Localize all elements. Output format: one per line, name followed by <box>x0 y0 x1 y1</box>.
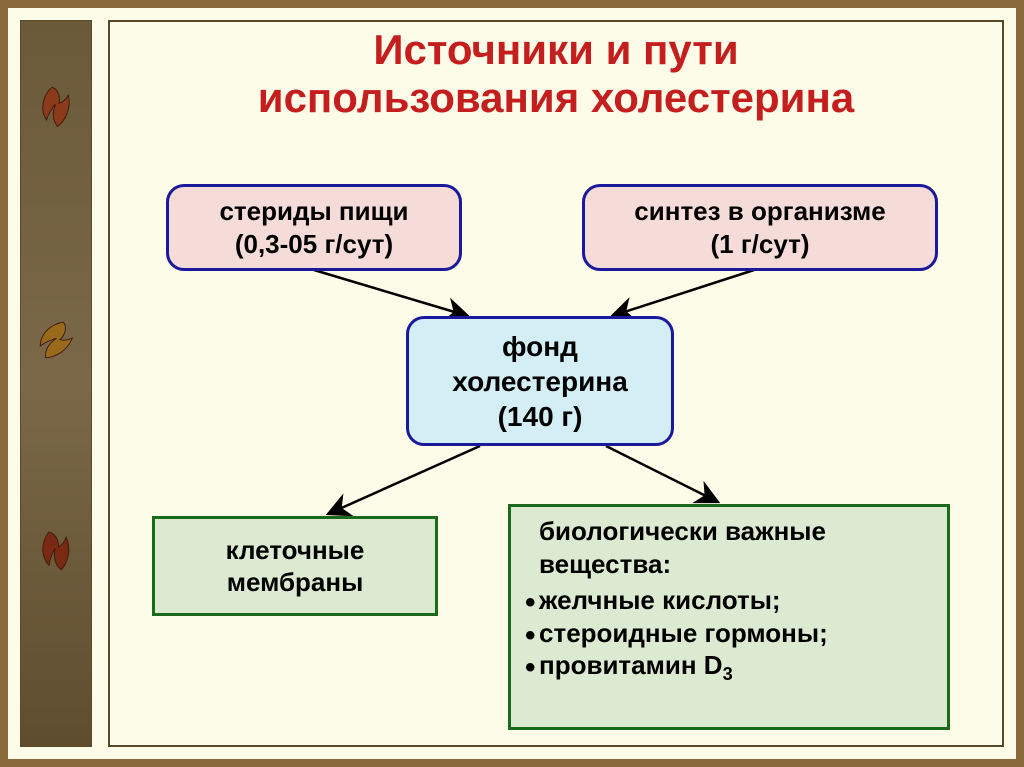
memb-line1: клеточные <box>226 535 365 565</box>
flowchart: стериды пищи (0,3-05 г/сут) синтез в орг… <box>114 176 998 741</box>
content-area: Источники и пути использования холестери… <box>114 26 998 741</box>
title-line2: использования холестерина <box>258 74 854 121</box>
flow-arrow <box>314 270 468 316</box>
synth-line1: синтез в организме <box>634 196 885 226</box>
bio-item: стероидные гормоны; <box>525 617 933 650</box>
node-cholesterol-pool: фонд холестерина (140 г) <box>406 316 674 446</box>
flow-arrow <box>328 446 480 514</box>
pool-line3: (140 г) <box>498 401 583 432</box>
bio-item-list: желчные кислоты;стероидные гормоны;прови… <box>525 584 933 686</box>
food-line2: (0,3-05 г/сут) <box>235 229 393 259</box>
pool-line1: фонд <box>502 331 578 362</box>
flow-arrow <box>612 270 754 316</box>
bio-item: провитамин D3 <box>525 649 933 686</box>
food-line1: стериды пищи <box>219 196 408 226</box>
pool-line2: холестерина <box>452 366 628 397</box>
node-synthesis: синтез в организме (1 г/сут) <box>582 184 938 271</box>
node-membranes: клеточные мембраны <box>152 516 438 616</box>
outer-border: Источники и пути использования холестери… <box>0 0 1024 767</box>
page-frame: Источники и пути использования холестери… <box>6 6 1018 761</box>
bio-item: желчные кислоты; <box>525 584 933 617</box>
bio-header: биологически важные вещества: <box>525 515 933 580</box>
synth-line2: (1 г/сут) <box>710 229 809 259</box>
bio-header-text: биологически важные вещества: <box>539 516 826 579</box>
node-food-sterides: стериды пищи (0,3-05 г/сут) <box>166 184 462 271</box>
slide-title: Источники и пути использования холестери… <box>114 26 998 123</box>
memb-line2: мембраны <box>227 567 364 597</box>
bio-subscript: 3 <box>723 664 733 684</box>
node-bio-substances: биологически важные вещества: желчные ки… <box>508 504 950 730</box>
side-strip <box>20 20 92 747</box>
flow-arrow <box>606 446 718 502</box>
title-line1: Источники и пути <box>373 26 738 73</box>
